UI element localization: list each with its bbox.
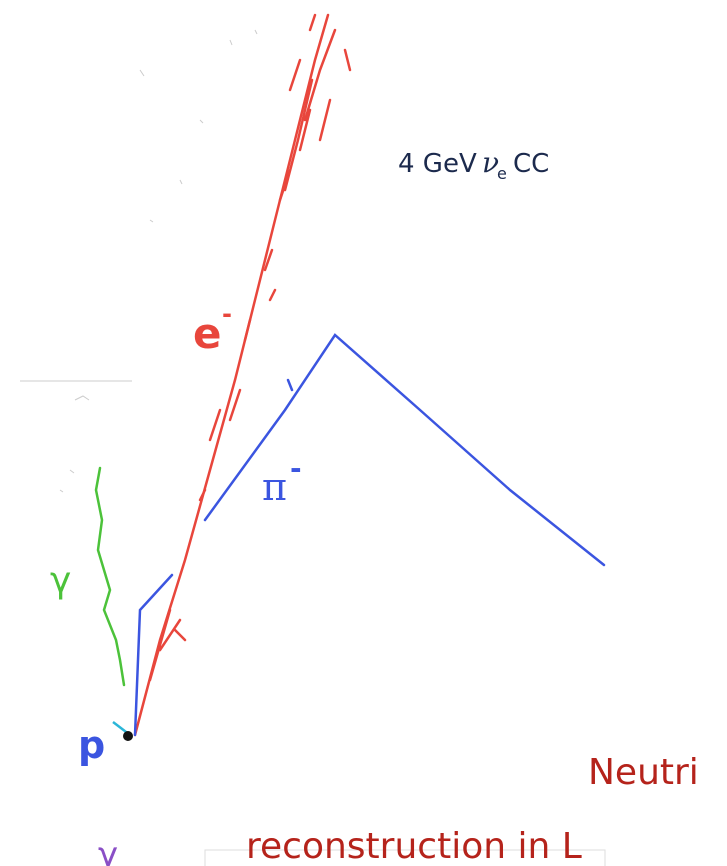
pion-label: π [262, 465, 287, 509]
caption-line-1: Neutri [588, 752, 699, 793]
caption-line-2: reconstruction in L [246, 826, 582, 866]
vertex [123, 731, 133, 741]
pion-charge: - [290, 452, 302, 485]
neutrino-flavor: e [497, 164, 507, 183]
event-display: 4 GeV ν e CC e - π - γ p γ Neutri recons… [0, 0, 727, 866]
photon-track [96, 468, 124, 685]
interaction-type: CC [513, 149, 549, 179]
photon-label-2: γ [98, 835, 118, 866]
photon-label: γ [50, 560, 71, 601]
event-energy: 4 GeV [398, 149, 477, 179]
electron-charge: - [222, 300, 232, 328]
pion-track [135, 335, 604, 735]
electron-shower [135, 15, 350, 735]
electron-label: e [193, 309, 222, 358]
proton-label: p [78, 723, 105, 767]
